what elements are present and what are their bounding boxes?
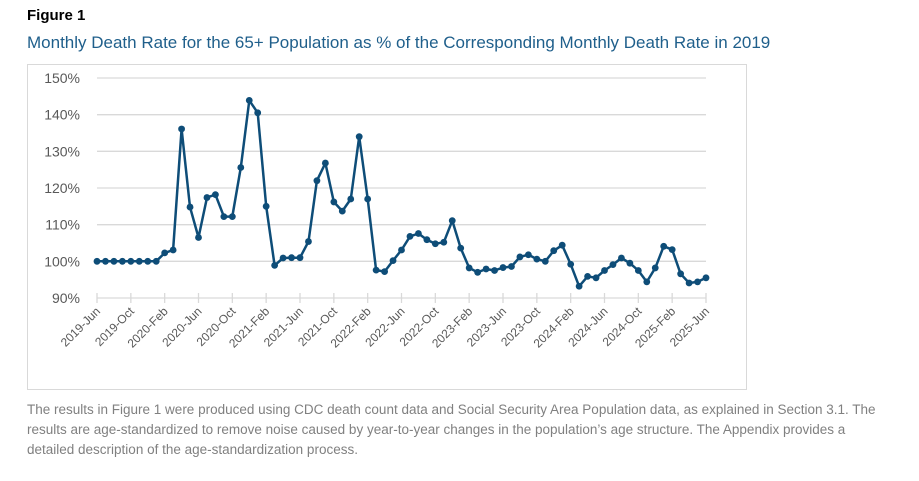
- y-tick-label: 140%: [44, 107, 80, 123]
- y-tick-label: 100%: [44, 253, 80, 269]
- data-point: [499, 264, 507, 271]
- data-point: [389, 257, 397, 264]
- data-point: [220, 213, 228, 221]
- data-point: [178, 125, 185, 133]
- chart-frame: [27, 64, 747, 390]
- data-point: [474, 268, 482, 276]
- data-point: [313, 177, 321, 185]
- data-point: [152, 257, 160, 265]
- data-point: [685, 279, 693, 287]
- data-point: [516, 253, 524, 261]
- data-point: [694, 278, 701, 286]
- data-point: [541, 257, 549, 265]
- y-axis-labels: 90% 100% 110% 120% 130% 140% 150%: [44, 70, 80, 306]
- data-point: [144, 257, 152, 265]
- data-point: [448, 217, 456, 225]
- data-point: [296, 254, 304, 262]
- data-point: [161, 249, 169, 257]
- data-point: [271, 261, 279, 269]
- data-point: [110, 257, 118, 265]
- data-point: [415, 230, 422, 237]
- data-point: [254, 109, 262, 117]
- data-point: [491, 267, 498, 274]
- data-point: [406, 233, 414, 240]
- data-point: [228, 213, 236, 221]
- data-point: [584, 272, 591, 280]
- y-tick-label: 120%: [44, 180, 80, 196]
- y-tick-label: 90%: [52, 290, 80, 306]
- data-point: [702, 274, 710, 282]
- data-point: [592, 274, 600, 282]
- data-point: [127, 257, 135, 265]
- data-point: [212, 191, 219, 199]
- data-point: [558, 241, 566, 249]
- data-point: [118, 257, 126, 265]
- data-point: [508, 263, 515, 270]
- data-point: [305, 238, 312, 245]
- data-point: [245, 96, 253, 104]
- data-point: [398, 246, 405, 254]
- data-point: [457, 244, 465, 252]
- series-line-group: [97, 99, 707, 288]
- data-point: [364, 195, 372, 203]
- data-point: [482, 265, 490, 273]
- data-point: [618, 254, 625, 262]
- data-point: [533, 255, 541, 263]
- y-tick-label: 130%: [44, 143, 80, 159]
- data-point: [321, 159, 329, 167]
- figure-label: Figure 1: [27, 7, 86, 24]
- y-tick-label: 110%: [45, 217, 80, 233]
- data-point: [169, 246, 177, 254]
- data-point: [440, 238, 448, 246]
- data-point: [372, 266, 380, 274]
- data-point: [465, 264, 473, 272]
- data-point: [634, 267, 642, 274]
- series-line: [97, 99, 707, 288]
- data-point: [609, 261, 617, 269]
- data-point: [330, 198, 338, 206]
- data-point: [423, 236, 431, 244]
- data-point: [677, 270, 685, 278]
- data-point: [203, 194, 211, 201]
- data-point: [643, 278, 651, 286]
- gridlines: [97, 77, 706, 262]
- series-points-group: [93, 96, 710, 290]
- data-point: [550, 247, 558, 255]
- x-axis-labels: 2019-Jun2019-Oct2020-Feb2020-Jun2020-Oct…: [58, 304, 712, 351]
- y-tick-label: 150%: [44, 70, 80, 86]
- data-point: [288, 254, 295, 262]
- data-point: [626, 259, 634, 267]
- data-point: [93, 257, 101, 265]
- data-point: [102, 257, 109, 265]
- data-point: [567, 260, 575, 268]
- data-point: [338, 207, 346, 215]
- data-point: [660, 242, 668, 250]
- data-point: [355, 133, 363, 141]
- chart-title: Monthly Death Rate for the 65+ Populatio…: [27, 33, 771, 52]
- data-point: [237, 164, 245, 171]
- data-point: [381, 268, 388, 275]
- line-chart: 90% 100% 110% 120% 130% 140% 150% 2019-Jun2019…: [44, 70, 712, 351]
- x-axis: [96, 293, 707, 303]
- data-point: [279, 254, 287, 262]
- data-point: [195, 234, 202, 241]
- data-point: [524, 251, 532, 259]
- data-point: [135, 257, 143, 265]
- data-point: [347, 195, 355, 203]
- data-point: [575, 282, 583, 290]
- data-point: [601, 267, 608, 274]
- data-point: [651, 264, 659, 272]
- figure-footnote: The results in Figure 1 were produced us…: [27, 402, 876, 457]
- data-point: [186, 203, 194, 211]
- data-point: [668, 246, 676, 254]
- data-point: [431, 240, 439, 248]
- data-point: [262, 202, 270, 210]
